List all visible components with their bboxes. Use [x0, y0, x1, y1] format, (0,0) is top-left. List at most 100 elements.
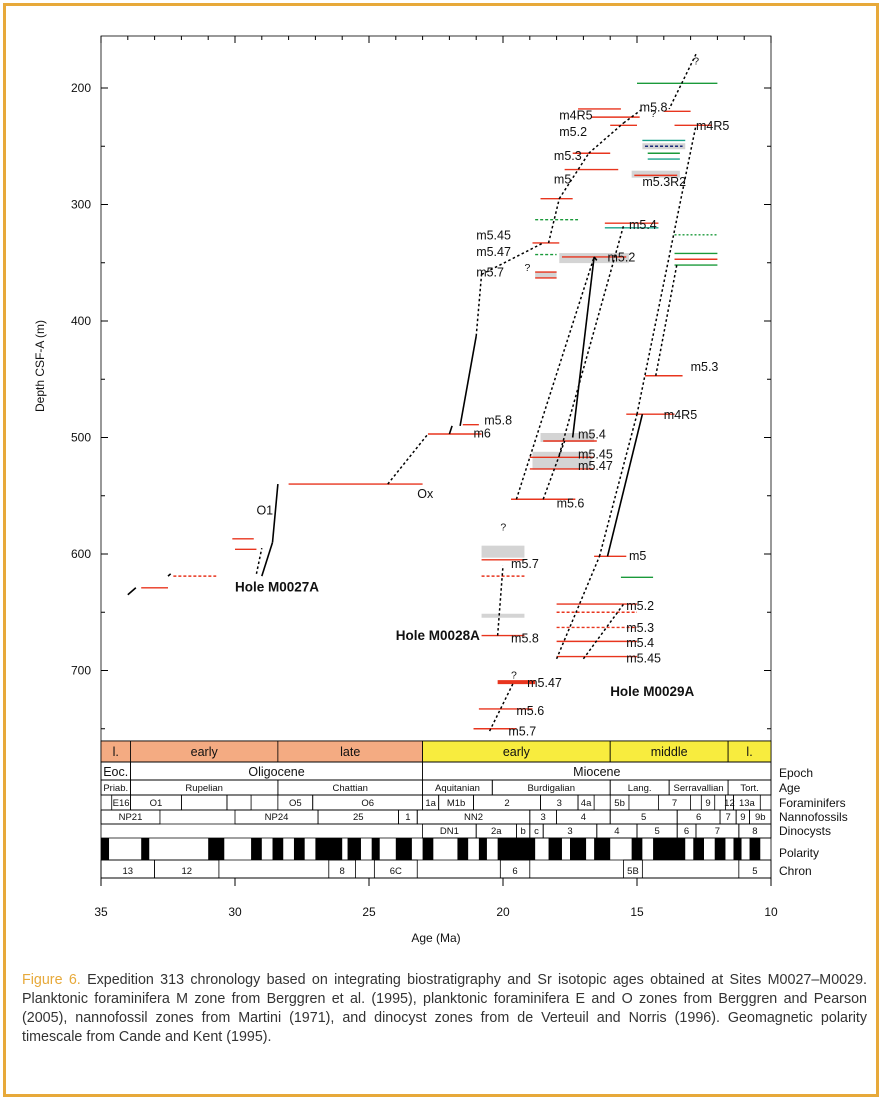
y-tick-label: 600 [71, 547, 91, 561]
pick-label: m5.7 [511, 557, 539, 571]
timescale-foraminifers-label: 1a [425, 798, 436, 809]
question-mark-label: ? [511, 670, 517, 682]
pick-label: m5.47 [476, 245, 511, 259]
x-tick-label: 25 [362, 905, 376, 919]
age-depth-line-dashed [558, 152, 590, 200]
timescale-row-label: Foraminifers [779, 796, 846, 810]
timescale-nannofossils-label: 9b [755, 812, 766, 823]
timescale-dinocysts-label: 8 [752, 826, 757, 837]
pick-label: m5.7 [476, 266, 504, 280]
polarity-normal-interval [347, 838, 361, 860]
timescale-nannofossils-label: 6 [696, 812, 701, 823]
timescale-foraminifers-label: O6 [361, 798, 374, 809]
pick-label: O1 [256, 503, 273, 517]
timescale-dinocysts-label: 4 [614, 826, 619, 837]
timescale-ages-label: Tort. [740, 783, 758, 794]
timescale-ages-label: Serravallian [674, 783, 724, 794]
y-tick-label: 500 [71, 431, 91, 445]
age-depth-line-dashed [636, 125, 697, 415]
timescale-subepochs-label: l. [113, 745, 119, 759]
timescale-nannofossils-label: NN2 [464, 812, 483, 823]
timescale-foraminifers-label: 9 [705, 798, 710, 809]
age-depth-line-dashed [255, 548, 263, 574]
pick-label: m5.45 [626, 651, 661, 665]
age-depth-line-dashed [623, 108, 643, 124]
x-tick-label: 30 [228, 905, 242, 919]
age-depth-line [127, 587, 137, 596]
pick-label: m5.47 [527, 676, 562, 690]
uncertainty-box [481, 545, 525, 558]
question-mark-label: ? [524, 262, 530, 274]
timescale-dinocysts-label: 5 [654, 826, 659, 837]
pick-label: m5.45 [578, 447, 613, 461]
uncertainty-box [631, 170, 680, 178]
pick-label: m5.45 [476, 228, 511, 242]
uncertainty-box [540, 433, 595, 442]
timescale-nannofossils-label: 25 [353, 812, 364, 823]
age-depth-line-dashed [598, 414, 638, 557]
pick-label: m5.4 [578, 428, 606, 442]
pick-label: m5.8 [484, 414, 512, 428]
caption-figure-number: Figure 6. [22, 972, 81, 988]
pick-label: m5 [554, 173, 571, 187]
polarity-normal-interval [570, 838, 587, 860]
pick-label: m5.6 [516, 704, 544, 718]
age-depth-line [167, 573, 172, 577]
y-tick-label: 300 [71, 198, 91, 212]
pick-label: m5.47 [578, 459, 613, 473]
x-tick-label: 20 [496, 905, 510, 919]
pick-label: m5 [629, 549, 646, 563]
timescale-dinocysts-label: c [534, 826, 539, 837]
question-mark-label: ? [693, 56, 699, 68]
timescale-ages-label: Aquitanian [435, 783, 480, 794]
timescale-foraminifers-label: O1 [150, 798, 163, 809]
age-depth-line [459, 336, 477, 426]
timescale-dinocysts-label: 3 [567, 826, 572, 837]
polarity-normal-interval [457, 838, 469, 860]
timescale-epochs-label: Miocene [573, 765, 620, 779]
timescale-chrons-label: 6C [390, 866, 402, 877]
timescale-foraminifers-cell [180, 794, 228, 811]
timescale-row-label: Epoch [779, 766, 813, 780]
timescale-foraminifers-label: 5b [614, 798, 625, 809]
pick-label: m4R5 [696, 119, 729, 133]
timescale-row-label: Polarity [779, 846, 819, 860]
timescale-row-label: Dinocysts [779, 824, 831, 838]
age-depth-line-dashed [488, 681, 515, 732]
timescale-nannofossils-label: 3 [541, 812, 546, 823]
hole-label: Hole M0027A [235, 579, 319, 594]
polarity-normal-interval [478, 838, 487, 860]
age-depth-line-dashed [555, 556, 601, 660]
age-depth-line-dashed [475, 274, 483, 337]
timescale-subepochs-label: l. [746, 745, 752, 759]
age-depth-line-dashed [668, 53, 697, 110]
question-mark-label: ? [650, 108, 656, 120]
uncertainty-box [642, 143, 686, 150]
pick-label: m5.4 [629, 218, 657, 232]
timescale-nannofossils-label: 5 [641, 812, 646, 823]
pick-label: m5.3 [691, 360, 719, 374]
y-axis-label: Depth CSF-A (m) [33, 320, 47, 412]
timescale-chrons-label: 13 [123, 866, 134, 877]
timescale-subepochs-label: early [503, 745, 531, 759]
timescale-nannofossils-label: 7 [725, 812, 730, 823]
polarity-normal-interval [714, 838, 726, 860]
pick-label: m5.2 [626, 599, 654, 613]
polarity-normal-interval [208, 838, 225, 860]
uncertainty-box [535, 271, 557, 278]
x-tick-label: 15 [630, 905, 644, 919]
timescale-nannofossils-label: 9 [740, 812, 745, 823]
age-depth-line-dashed [515, 256, 595, 500]
hole-label: Hole M0028A [396, 628, 480, 643]
timescale-ages-label: Burdigalian [527, 783, 575, 794]
pick-label: m5.4 [626, 636, 654, 650]
timescale-subepochs-label: middle [651, 745, 688, 759]
pick-label: m6 [474, 427, 491, 441]
age-depth-line [448, 425, 453, 435]
timescale-nannofossils-label: 1 [405, 812, 410, 823]
polarity-normal-interval [749, 838, 761, 860]
timescale-foraminifers-label: E16 [113, 798, 130, 809]
age-depth-line-dashed [496, 565, 504, 636]
timescale-dinocysts-label: 2a [491, 826, 502, 837]
